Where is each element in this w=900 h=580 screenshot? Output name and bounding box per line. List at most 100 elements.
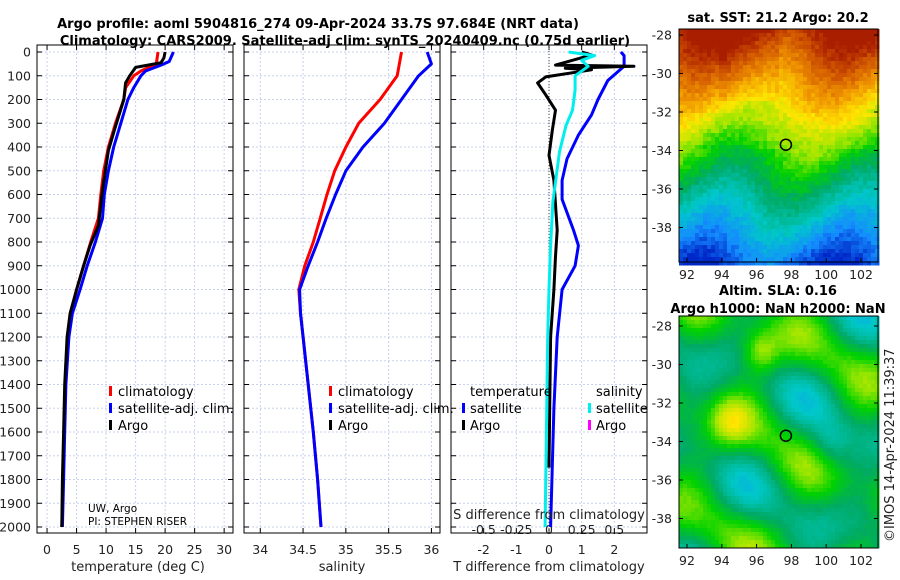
map-cell <box>799 117 804 122</box>
map-cell <box>683 129 688 134</box>
map-cell <box>863 157 868 162</box>
map-cell <box>747 121 752 126</box>
map-cell <box>815 157 820 162</box>
map-cell <box>859 376 864 381</box>
map-cell <box>723 392 728 397</box>
map-cell <box>867 340 872 345</box>
map-cell <box>695 73 700 78</box>
map-cell <box>759 388 764 393</box>
map-cell <box>719 77 724 82</box>
map-cell <box>803 364 808 369</box>
map-cell <box>759 428 764 433</box>
map-cell <box>711 197 716 202</box>
map-cell <box>843 316 848 321</box>
map-cell <box>823 221 828 226</box>
map-cell <box>727 344 732 349</box>
map-cell <box>799 412 804 417</box>
map-cell <box>679 113 684 118</box>
map-cell <box>855 33 860 38</box>
map-cell <box>827 205 832 210</box>
map-cell <box>831 372 836 377</box>
map-cell <box>787 45 792 50</box>
map-cell <box>763 440 768 445</box>
map-cell <box>755 444 760 449</box>
map-cell <box>707 416 712 421</box>
map-cell <box>807 65 812 70</box>
map-cell <box>863 153 868 158</box>
map-cell <box>811 49 816 54</box>
map-cell <box>791 261 796 266</box>
map-cell <box>875 193 880 198</box>
map-cell <box>767 193 772 198</box>
map-cell <box>823 261 828 266</box>
map-cell <box>787 141 792 146</box>
map-cell <box>707 233 712 238</box>
map-cell <box>799 388 804 393</box>
map-cell <box>703 384 708 389</box>
map-cell <box>719 424 724 429</box>
map-cell <box>771 125 776 130</box>
map-cell <box>803 37 808 42</box>
map-cell <box>747 257 752 262</box>
map-cell <box>695 137 700 142</box>
map-cell <box>823 392 828 397</box>
map-cell <box>867 153 872 158</box>
map-cell <box>719 444 724 449</box>
map-cell <box>815 388 820 393</box>
map-cell <box>819 93 824 98</box>
map-cell <box>795 201 800 206</box>
map-cell <box>719 29 724 34</box>
map-cell <box>799 332 804 337</box>
map-cell <box>799 121 804 126</box>
map-cell <box>835 392 840 397</box>
map-cell <box>803 213 808 218</box>
map-cell <box>859 89 864 94</box>
map-cell <box>847 209 852 214</box>
map-cell <box>699 177 704 182</box>
map-cell <box>691 245 696 250</box>
map-cell <box>859 109 864 114</box>
map-cell <box>707 33 712 38</box>
map-cell <box>731 396 736 401</box>
map-cell <box>819 348 824 353</box>
map-cell <box>819 121 824 126</box>
map-cell <box>871 340 876 345</box>
map-cell <box>715 109 720 114</box>
map-cell <box>847 408 852 413</box>
map-cell <box>767 113 772 118</box>
map-cell <box>795 340 800 345</box>
map-cell <box>711 181 716 186</box>
map-cell <box>823 420 828 425</box>
map-cell <box>743 408 748 413</box>
map-cell <box>871 261 876 266</box>
map-cell <box>715 45 720 50</box>
map-cell <box>755 225 760 230</box>
map-cell <box>819 109 824 114</box>
map-cell <box>839 33 844 38</box>
map-cell <box>683 328 688 333</box>
y-tick-label: 2000 <box>0 520 31 535</box>
map-cell <box>679 352 684 357</box>
map-cell <box>779 217 784 222</box>
map-cell <box>727 388 732 393</box>
map-cell <box>831 328 836 333</box>
map-cell <box>695 408 700 413</box>
map-cell <box>803 360 808 365</box>
map-cell <box>683 197 688 202</box>
map-cell <box>695 149 700 154</box>
map-cell <box>855 193 860 198</box>
map-cell <box>791 245 796 250</box>
x-tick-label: 36 <box>423 542 439 557</box>
map-cell <box>827 81 832 86</box>
map-cell <box>847 41 852 46</box>
map-cell <box>711 105 716 110</box>
map-cell <box>819 73 824 78</box>
map-cell <box>771 348 776 353</box>
map-cell <box>803 225 808 230</box>
map-cell <box>683 376 688 381</box>
map-cell <box>823 368 828 373</box>
map-cell <box>875 181 880 186</box>
map-cell <box>791 412 796 417</box>
map-cell <box>679 45 684 50</box>
map-cell <box>839 145 844 150</box>
